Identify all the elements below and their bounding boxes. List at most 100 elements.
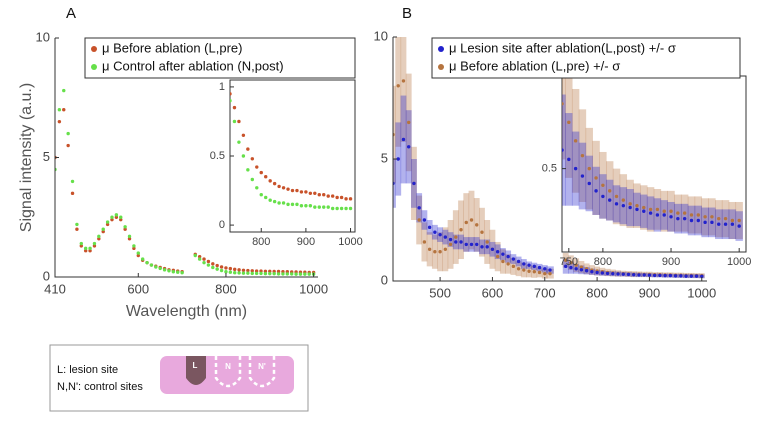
data-point	[317, 192, 321, 197]
data-point	[92, 241, 97, 246]
data-point	[723, 222, 728, 226]
data-point	[132, 246, 136, 251]
data-point	[286, 187, 290, 191]
data-point	[569, 261, 573, 265]
data-point	[272, 181, 277, 186]
data-point	[308, 204, 313, 208]
error-band	[565, 76, 573, 178]
data-point	[605, 271, 610, 276]
data-point	[132, 244, 136, 248]
data-point	[263, 271, 268, 276]
data-point	[255, 165, 259, 169]
data-point	[433, 250, 437, 254]
x-tick-label: 800	[252, 236, 270, 248]
data-point	[105, 222, 110, 227]
x-axis-label: Wavelength (nm)	[126, 303, 247, 320]
data-point	[276, 269, 281, 274]
data-point	[522, 262, 526, 266]
data-point	[608, 189, 612, 193]
data-point	[268, 179, 272, 183]
data-point	[569, 265, 573, 270]
x-tick-label: 800	[594, 256, 612, 268]
data-point	[335, 195, 339, 200]
data-point	[197, 257, 202, 261]
x-tick-label: 1000	[299, 281, 328, 296]
data-point	[290, 272, 294, 276]
data-point	[594, 176, 598, 180]
data-point	[230, 92, 232, 96]
data-point	[215, 263, 219, 268]
y-tick-label: 0.5	[542, 163, 557, 175]
data-point	[543, 267, 547, 271]
data-point	[206, 259, 211, 264]
site-label: L	[193, 361, 198, 370]
data-point	[407, 145, 411, 149]
x-tick-label: 1000	[727, 256, 751, 268]
control-site	[214, 356, 242, 388]
data-point	[587, 181, 591, 186]
data-point	[433, 230, 437, 234]
data-point	[723, 216, 728, 221]
panel-label: B	[402, 5, 412, 22]
data-point	[616, 272, 620, 276]
data-point	[684, 274, 688, 278]
data-point	[268, 198, 272, 202]
data-point	[246, 147, 250, 151]
data-point	[527, 263, 531, 267]
data-point	[662, 209, 666, 213]
data-point	[587, 166, 591, 171]
data-point	[710, 220, 714, 225]
data-point	[308, 191, 313, 196]
data-point	[339, 195, 344, 200]
data-point	[140, 257, 145, 261]
panel-label: A	[66, 5, 76, 22]
data-point	[123, 227, 127, 231]
data-point	[600, 271, 605, 275]
data-point	[580, 174, 585, 178]
data-point	[621, 203, 626, 208]
data-point	[632, 272, 636, 277]
data-point	[562, 148, 564, 152]
data-point	[522, 268, 526, 272]
data-point	[448, 242, 453, 247]
data-point	[574, 263, 578, 267]
inset-frame	[229, 79, 356, 233]
data-point	[628, 205, 632, 210]
data-point	[506, 262, 510, 266]
legend-label: μ Lesion site after ablation(L,post) +/-…	[449, 40, 676, 55]
inset: 0 0.5 1 800 900 1000	[210, 79, 363, 248]
data-point	[158, 266, 162, 271]
data-point	[119, 215, 123, 219]
x-tick-label: 900	[297, 236, 315, 248]
data-point	[601, 183, 605, 188]
data-point	[241, 154, 246, 158]
data-point	[501, 252, 505, 256]
data-point	[475, 242, 479, 247]
data-point	[694, 274, 699, 278]
data-point	[211, 265, 215, 270]
data-point	[193, 253, 197, 258]
data-point	[676, 211, 680, 215]
data-point	[154, 265, 158, 269]
data-point	[717, 216, 721, 221]
data-point	[717, 222, 721, 226]
data-point	[276, 272, 281, 276]
data-point	[237, 140, 241, 144]
data-point	[272, 271, 276, 276]
data-point	[313, 205, 317, 209]
plot: 0 5 10 500 600 700 800 900 1000	[374, 28, 717, 300]
legend-frame	[84, 37, 356, 79]
data-point	[335, 206, 339, 211]
data-point	[277, 201, 281, 205]
data-point	[295, 202, 299, 207]
data-point	[313, 191, 317, 196]
data-point	[127, 237, 132, 241]
data-point	[443, 235, 448, 239]
data-point	[197, 254, 202, 259]
data-point	[532, 270, 536, 274]
data-point	[237, 119, 241, 124]
data-point	[506, 254, 510, 259]
data-point	[608, 198, 612, 202]
data-point	[303, 272, 307, 276]
data-point	[145, 260, 149, 265]
